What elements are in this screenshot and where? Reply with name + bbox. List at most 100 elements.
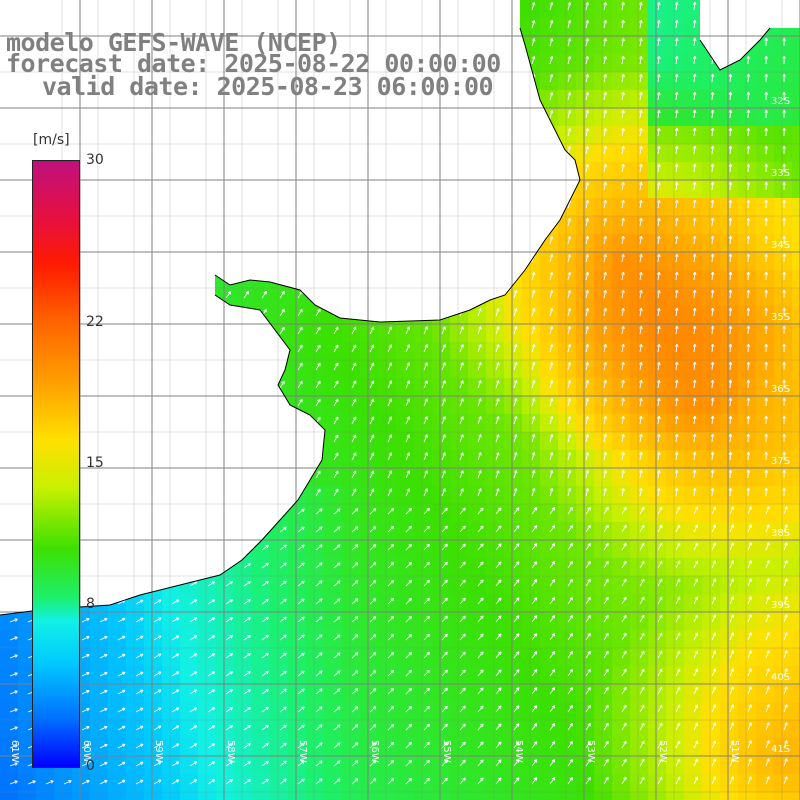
- wind-arrow: [782, 163, 786, 173]
- wind-cell: [792, 162, 800, 180]
- wind-cell: [612, 522, 630, 540]
- wind-arrow: [207, 671, 216, 677]
- wind-arrow: [746, 433, 751, 443]
- wind-cell: [306, 522, 324, 540]
- wind-cell: [378, 576, 396, 594]
- wind-cell: [504, 504, 522, 522]
- wind-arrow: [710, 235, 715, 245]
- wind-cell: [342, 792, 360, 800]
- longitude-label: 61W: [9, 740, 20, 763]
- wind-arrow: [387, 543, 395, 551]
- wind-arrow: [549, 91, 554, 101]
- wind-cell: [162, 756, 180, 774]
- wind-arrow: [711, 614, 717, 623]
- wind-arrow: [531, 470, 536, 479]
- wind-arrow: [747, 722, 752, 731]
- wind-arrow: [674, 235, 679, 245]
- wind-arrow: [279, 308, 285, 317]
- wind-cell: [234, 792, 252, 800]
- wind-arrow: [459, 579, 466, 587]
- wind-arrow: [693, 506, 699, 515]
- wind-arrow: [674, 469, 679, 479]
- wind-arrow: [621, 289, 625, 299]
- wind-arrow: [764, 73, 769, 83]
- wind-cell: [450, 612, 468, 630]
- wind-cell: [666, 198, 684, 216]
- wind-arrow: [243, 291, 250, 299]
- wind-arrow: [710, 181, 715, 191]
- latitude-label: 38S: [771, 528, 791, 539]
- wind-cell: [576, 522, 594, 540]
- wind-arrow: [657, 289, 661, 299]
- wind-cell: [630, 558, 648, 576]
- model-title: modelo GEFS-WAVE (NCEP): [6, 28, 341, 57]
- wind-cell: [756, 576, 774, 594]
- wind-arrow: [728, 289, 733, 299]
- wind-cell: [738, 702, 756, 720]
- wind-cell: [360, 576, 378, 594]
- wind-arrow: [710, 127, 715, 137]
- wind-cell: [270, 558, 288, 576]
- wind-cell: [702, 540, 720, 558]
- wind-arrow: [369, 778, 377, 785]
- wind-arrow: [405, 723, 413, 731]
- wind-arrow: [135, 653, 144, 659]
- wind-arrow: [477, 308, 482, 317]
- wind-arrow: [693, 704, 699, 713]
- wind-cell: [432, 486, 450, 504]
- wind-cell: [720, 486, 738, 504]
- wind-cell: [684, 702, 702, 720]
- wind-arrow: [261, 580, 269, 587]
- wind-arrow: [171, 671, 180, 677]
- wind-arrow: [333, 562, 341, 569]
- wind-cell: [486, 396, 504, 414]
- wind-arrow: [477, 723, 484, 731]
- wind-cell: [342, 486, 360, 504]
- wind-cell: [162, 630, 180, 648]
- wind-cell: [666, 450, 684, 468]
- wind-cell: [396, 342, 414, 360]
- wind-cell: [630, 486, 648, 504]
- wind-arrow: [405, 470, 410, 479]
- wind-arrow: [765, 560, 770, 569]
- wind-cell: [612, 378, 630, 396]
- wind-cell: [576, 216, 594, 234]
- wind-cell: [342, 324, 360, 342]
- wind-cell: [774, 576, 792, 594]
- wind-arrow: [99, 707, 108, 713]
- wind-arrow: [549, 19, 554, 29]
- wind-arrow: [315, 598, 323, 605]
- wind-cell: [360, 540, 378, 558]
- wind-arrow: [477, 488, 482, 497]
- wind-arrow: [711, 722, 717, 731]
- wind-cell: [648, 630, 666, 648]
- wind-arrow: [153, 689, 162, 695]
- wind-cell: [792, 36, 800, 54]
- wind-cell: [684, 558, 702, 576]
- wind-cell: [630, 108, 648, 126]
- wind-arrow: [603, 542, 609, 551]
- wind-cell: [324, 666, 342, 684]
- wind-arrow: [639, 307, 643, 317]
- wind-cell: [774, 126, 792, 144]
- wind-arrow: [513, 362, 518, 371]
- wind-cell: [324, 342, 342, 360]
- wind-arrow: [711, 650, 717, 659]
- wind-arrow: [9, 744, 18, 749]
- wind-cell: [702, 432, 720, 450]
- wind-arrow: [351, 634, 359, 641]
- wind-cell: [612, 414, 630, 432]
- wind-cell: [378, 360, 396, 378]
- wind-cell: [126, 648, 144, 666]
- wind-arrow: [441, 705, 448, 713]
- wind-arrow: [153, 743, 162, 749]
- wind-arrow: [333, 616, 341, 623]
- wind-cell: [684, 180, 702, 198]
- wind-arrow: [674, 361, 679, 371]
- wind-arrow: [639, 145, 643, 155]
- wind-cell: [450, 702, 468, 720]
- wind-cell: [180, 648, 198, 666]
- wind-arrow: [531, 2, 536, 11]
- wind-cell: [774, 36, 792, 54]
- latitude-label: 39S: [771, 600, 791, 611]
